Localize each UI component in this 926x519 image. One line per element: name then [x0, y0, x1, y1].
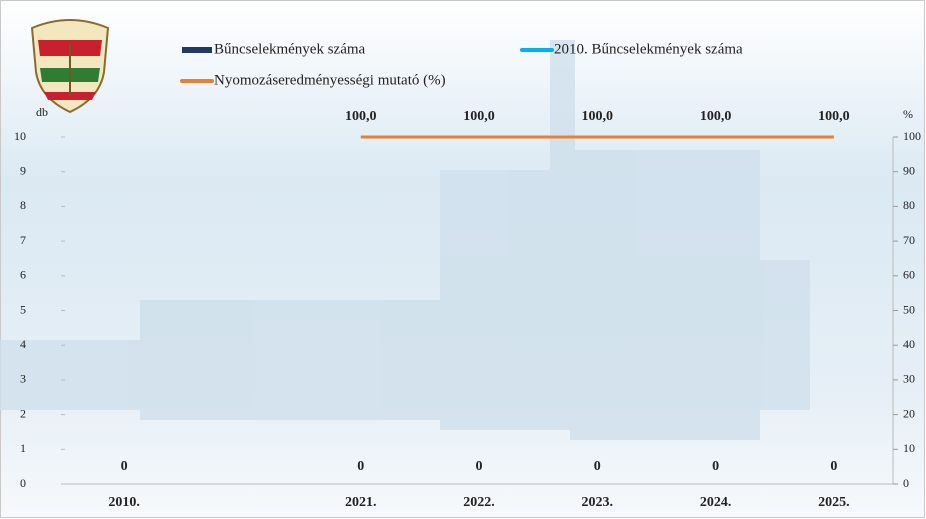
y2-tick-label: 60 — [903, 268, 915, 282]
data-label: 0 — [121, 459, 128, 474]
police-logo — [30, 19, 110, 114]
data-label: 100,0 — [818, 109, 850, 124]
data-label: 100,0 — [345, 109, 377, 124]
y2-tick-label: 70 — [903, 233, 915, 247]
data-label: 100,0 — [700, 109, 732, 124]
y-tick-label: 2 — [20, 406, 26, 420]
y-tick-label: 9 — [20, 163, 26, 177]
x-tick-label: 2022. — [463, 495, 495, 510]
y2-tick-label: 40 — [903, 337, 915, 351]
y2-tick-label: 0 — [903, 476, 909, 490]
y-axis-label: db — [36, 105, 48, 119]
y-tick-label: 3 — [20, 372, 26, 386]
y2-tick-label: 10 — [903, 441, 915, 455]
y-tick-label: 8 — [20, 198, 26, 212]
data-label: 0 — [594, 459, 601, 474]
y-tick-label: 5 — [20, 302, 26, 316]
y-tick-label: 4 — [20, 337, 26, 351]
y-tick-label: 1 — [20, 441, 26, 455]
y-tick-label: 0 — [20, 476, 26, 490]
data-label: 100,0 — [463, 109, 495, 124]
y2-tick-label: 100 — [903, 129, 921, 143]
y2-tick-label: 30 — [903, 372, 915, 386]
y-tick-label: 7 — [20, 233, 26, 247]
x-tick-label: 2010. — [108, 495, 140, 510]
x-tick-label: 2024. — [700, 495, 732, 510]
y2-axis-label: % — [903, 107, 913, 121]
y2-tick-label: 80 — [903, 198, 915, 212]
x-tick-label: 2025. — [818, 495, 850, 510]
legend-label: 2010. Bűncselekmények száma — [554, 41, 743, 57]
data-label: 100,0 — [582, 109, 614, 124]
y2-tick-label: 20 — [903, 406, 915, 420]
legend-swatch — [182, 47, 212, 53]
data-label: 0 — [476, 459, 483, 474]
y2-tick-label: 50 — [903, 302, 915, 316]
y-tick-label: 6 — [20, 268, 26, 282]
data-label: 0 — [830, 459, 837, 474]
data-label: 0 — [712, 459, 719, 474]
x-tick-label: 2023. — [582, 495, 614, 510]
legend-label: Nyomozáseredményességi mutató (%) — [214, 72, 446, 88]
data-label: 0 — [357, 459, 364, 474]
legend-label: Bűncselekmények száma — [214, 41, 366, 57]
building-silhouette — [0, 40, 810, 440]
y2-tick-label: 90 — [903, 163, 915, 177]
x-tick-label: 2021. — [345, 495, 377, 510]
y-tick-label: 10 — [14, 129, 26, 143]
